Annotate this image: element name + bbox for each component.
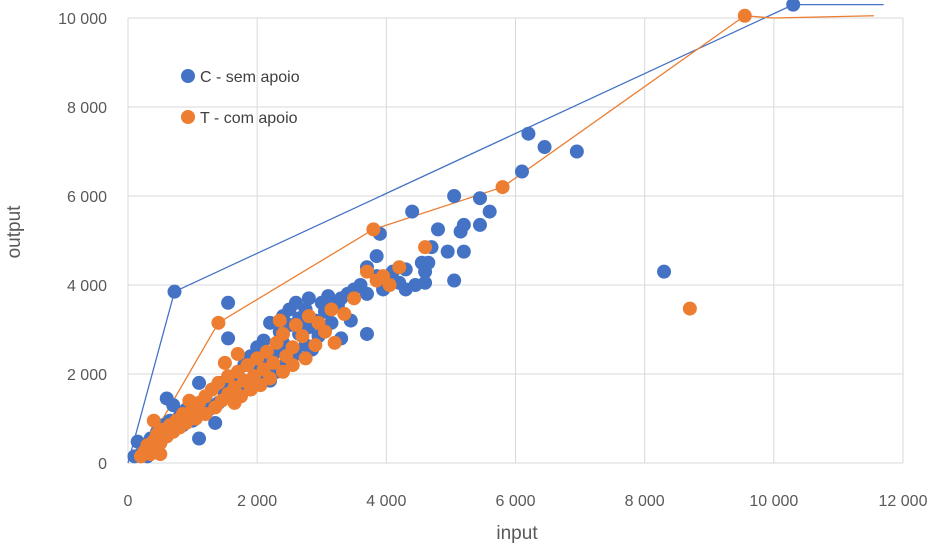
data-point bbox=[495, 180, 510, 195]
data-point bbox=[221, 331, 236, 346]
tick-labels: 0 2 000 4 000 6 000 8 000 10 000 12 000 0 2 000 4… bbox=[58, 11, 928, 510]
y-tick-label: 0 bbox=[98, 456, 107, 473]
data-point bbox=[369, 249, 384, 264]
data-point bbox=[288, 318, 303, 333]
data-point bbox=[317, 324, 332, 339]
y-tick-label: 4 000 bbox=[67, 278, 107, 295]
data-point bbox=[398, 282, 413, 297]
data-point bbox=[308, 338, 323, 353]
data-point bbox=[359, 286, 374, 301]
data-point bbox=[392, 260, 407, 275]
data-point bbox=[159, 391, 174, 406]
data-point bbox=[227, 395, 242, 410]
x-tick-label: 4 000 bbox=[366, 493, 406, 510]
y-tick-label: 10 000 bbox=[58, 11, 107, 28]
data-point bbox=[217, 355, 232, 370]
data-point bbox=[482, 204, 497, 219]
data-point bbox=[211, 315, 226, 330]
legend-label-c-sem-apoio: C - sem apoio bbox=[200, 69, 300, 86]
data-point bbox=[230, 346, 245, 361]
data-point bbox=[786, 0, 801, 12]
data-point bbox=[418, 264, 433, 279]
data-point bbox=[366, 222, 381, 237]
series-t-com-apoio bbox=[133, 8, 752, 464]
legend-marker-t-com-apoio bbox=[181, 110, 195, 124]
data-point bbox=[376, 269, 391, 284]
data-point bbox=[167, 284, 182, 299]
data-point bbox=[514, 164, 529, 179]
data-point bbox=[569, 144, 584, 159]
data-point bbox=[472, 191, 487, 206]
legend-marker-c-sem-apoio bbox=[181, 69, 195, 83]
x-tick-label: 12 000 bbox=[879, 493, 928, 510]
data-point bbox=[192, 375, 207, 390]
data-point bbox=[472, 217, 487, 232]
legend: C - sem apoio T - com apoio bbox=[181, 69, 300, 127]
frontier-line-c-sem-apoio bbox=[127, 4, 884, 464]
data-point bbox=[337, 306, 352, 321]
data-point bbox=[153, 447, 168, 462]
data-point bbox=[295, 329, 310, 344]
data-point bbox=[133, 449, 148, 464]
x-tick-label: 2 000 bbox=[237, 493, 277, 510]
data-point bbox=[298, 351, 313, 366]
data-point bbox=[737, 8, 752, 23]
data-point bbox=[418, 240, 433, 255]
data-point bbox=[682, 301, 697, 316]
data-point bbox=[431, 222, 445, 237]
y-tick-label: 2 000 bbox=[67, 367, 107, 384]
y-tick-label: 8 000 bbox=[67, 100, 107, 117]
data-point bbox=[324, 302, 339, 317]
data-point bbox=[359, 264, 374, 279]
data-point bbox=[208, 415, 223, 430]
data-point bbox=[276, 364, 290, 379]
legend-label-t-com-apoio: T - com apoio bbox=[200, 110, 298, 127]
data-point bbox=[359, 326, 374, 341]
data-point bbox=[272, 313, 287, 328]
x-tick-label: 10 000 bbox=[749, 493, 798, 510]
x-axis-title: input bbox=[496, 523, 538, 544]
data-point bbox=[447, 189, 462, 203]
data-point bbox=[453, 224, 468, 239]
data-point bbox=[405, 204, 420, 219]
data-point bbox=[269, 335, 284, 350]
y-axis-title: output bbox=[4, 205, 25, 259]
data-point bbox=[146, 413, 161, 428]
y-tick-label: 6 000 bbox=[67, 189, 107, 206]
data-point bbox=[456, 244, 471, 259]
data-points bbox=[127, 0, 801, 464]
data-point bbox=[521, 126, 536, 141]
data-point bbox=[447, 273, 462, 288]
data-point bbox=[327, 335, 342, 350]
data-point bbox=[221, 295, 236, 310]
data-point bbox=[192, 431, 207, 446]
x-tick-label: 8 000 bbox=[625, 493, 665, 510]
data-point bbox=[440, 244, 455, 259]
data-point bbox=[657, 264, 672, 279]
data-point bbox=[537, 140, 552, 155]
data-point bbox=[347, 291, 362, 306]
data-point bbox=[301, 291, 316, 306]
x-tick-label: 6 000 bbox=[495, 493, 535, 510]
x-tick-label: 0 bbox=[124, 493, 133, 510]
